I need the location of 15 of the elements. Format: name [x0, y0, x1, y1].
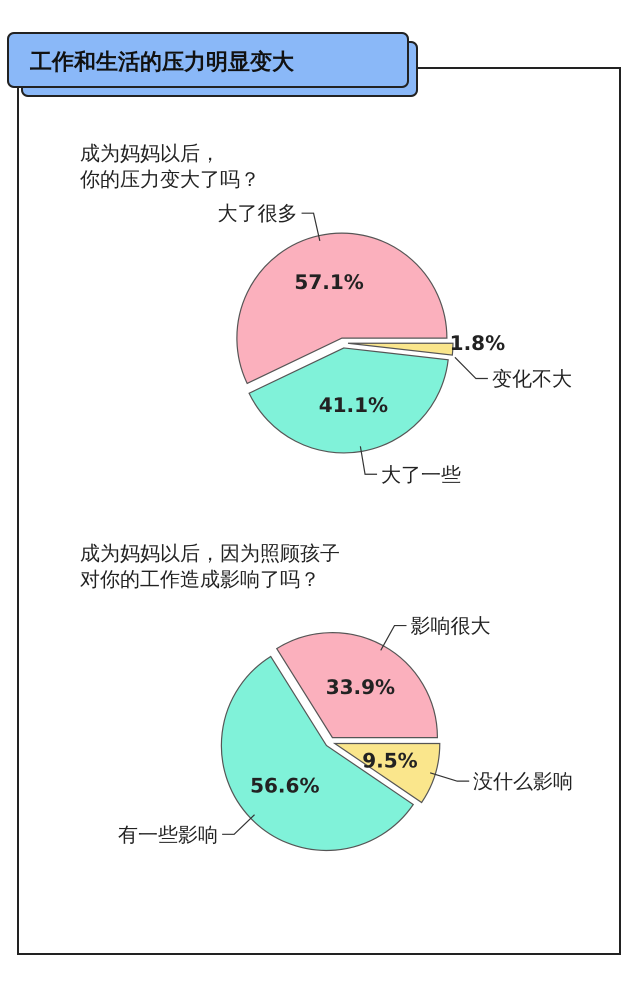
slice-label: 没什么影响	[473, 769, 574, 794]
data-label: 9.5%	[362, 748, 418, 772]
chart-subtitle: 成为妈妈以后，你的压力变大了吗？	[79, 141, 260, 191]
data-label: 33.9%	[326, 675, 396, 700]
slice-label: 大了一些	[381, 462, 462, 486]
chart-title: 工作和生活的压力明显变大	[29, 49, 295, 75]
data-label: 1.8%	[450, 331, 506, 356]
data-label: 41.1%	[318, 392, 388, 417]
data-label: 56.6%	[250, 774, 320, 798]
chart-subtitle: 成为妈妈以后，因为照顾孩子对你的工作造成影响了吗？	[80, 541, 340, 591]
slice-label: 影响很大	[410, 614, 490, 638]
slice-label: 有一些影响	[118, 822, 218, 846]
slice-label: 大了很多	[218, 201, 298, 226]
data-label: 57.1%	[294, 270, 364, 294]
slice-label: 变化不大	[492, 366, 572, 391]
